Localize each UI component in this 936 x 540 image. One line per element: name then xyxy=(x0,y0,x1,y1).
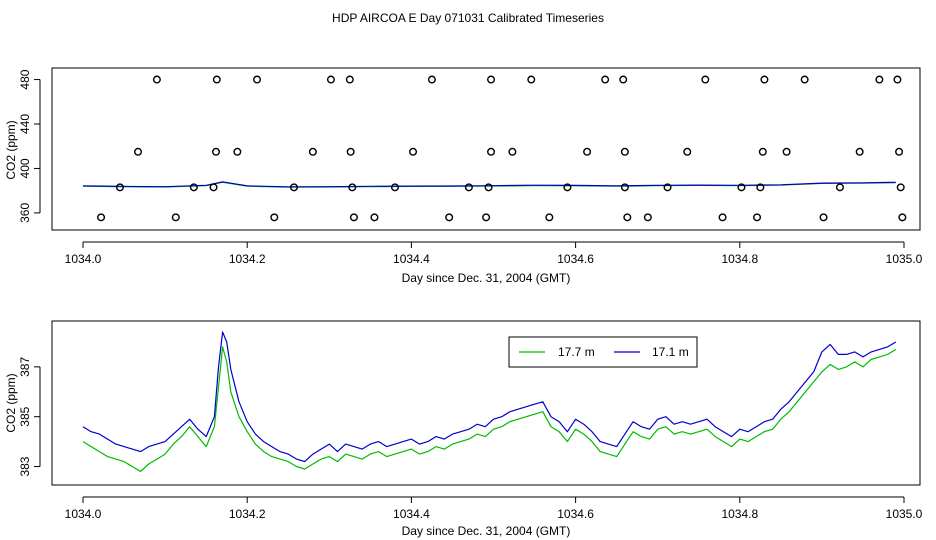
calibration-point xyxy=(427,75,436,84)
calibration-point xyxy=(753,213,762,222)
x-tick-label-top: 1034.6 xyxy=(557,252,594,266)
calibration-point xyxy=(875,75,884,84)
calibration-point xyxy=(620,147,629,156)
calibration-point xyxy=(270,213,279,222)
calibration-point xyxy=(760,75,769,84)
figure-title: HDP AIRCOA E Day 071031 Calibrated Times… xyxy=(332,11,604,25)
calibration-point xyxy=(289,183,298,192)
y-axis-label-top: CO2 (ppm) xyxy=(4,120,18,179)
calibration-point xyxy=(308,147,317,156)
legend-label-17-1m: 17.1 m xyxy=(652,345,689,359)
calibration-point xyxy=(583,147,592,156)
calibration-points xyxy=(97,75,907,222)
x-tick-label-bottom: 1035.0 xyxy=(886,507,923,521)
calibration-point xyxy=(348,183,357,192)
calibration-point xyxy=(445,213,454,222)
calibration-point xyxy=(482,213,491,222)
y-axis-label-bottom: CO2 (ppm) xyxy=(4,373,18,432)
calibration-point xyxy=(152,75,161,84)
calibration-point xyxy=(134,147,143,156)
calibration-point xyxy=(895,147,904,156)
axes-bottom: 1034.0 1034.2 1034.4 1034.6 1034.8 1035.0 383 3… xyxy=(18,357,923,521)
x-tick-label-top: 1035.0 xyxy=(886,252,923,266)
calibration-point xyxy=(758,147,767,156)
calibration-point xyxy=(349,213,358,222)
calibration-point xyxy=(212,75,221,84)
calibration-point xyxy=(835,183,844,192)
calibration-point xyxy=(370,213,379,222)
x-tick-label-bottom: 1034.6 xyxy=(557,507,594,521)
calibration-point xyxy=(189,183,198,192)
calibration-point xyxy=(663,183,672,192)
panel-bottom: 1034.0 1034.2 1034.4 1034.6 1034.8 1035.0 383 3… xyxy=(4,320,923,538)
calibration-point xyxy=(508,147,517,156)
calibration-point xyxy=(737,183,746,192)
calibration-point xyxy=(487,147,496,156)
series-line-17-1-m xyxy=(82,331,897,463)
calibration-point xyxy=(484,183,493,192)
calibration-point xyxy=(819,213,828,222)
x-tick-label-top: 1034.2 xyxy=(229,252,266,266)
calibration-point xyxy=(643,213,652,222)
calibration-point xyxy=(212,147,221,156)
x-tick-label-top: 1034.0 xyxy=(65,252,102,266)
calibration-point xyxy=(855,147,864,156)
calibration-point xyxy=(683,147,692,156)
calibration-point xyxy=(171,213,180,222)
y-tick-label-top: 400 xyxy=(18,158,32,178)
calibration-point xyxy=(409,147,418,156)
legend: 17.7 m 17.1 m xyxy=(508,336,698,368)
calibration-point xyxy=(487,75,496,84)
x-tick-label-bottom: 1034.8 xyxy=(721,507,758,521)
calibration-point xyxy=(390,183,399,192)
calibration-point xyxy=(209,183,218,192)
calibration-point xyxy=(253,75,262,84)
x-tick-label-top: 1034.4 xyxy=(393,252,430,266)
calibration-point xyxy=(623,213,632,222)
calibration-point xyxy=(601,75,610,84)
legend-label-17-7m: 17.7 m xyxy=(558,345,595,359)
calibration-point xyxy=(563,183,572,192)
calibration-point xyxy=(115,183,124,192)
series-lines-bottom xyxy=(82,331,897,473)
calibration-point xyxy=(233,147,242,156)
x-axis-label-bottom: Day since Dec. 31, 2004 (GMT) xyxy=(402,524,571,538)
calibration-point xyxy=(345,75,354,84)
calibration-point xyxy=(898,213,907,222)
plot-frame-bottom xyxy=(51,320,921,486)
calibration-point xyxy=(346,147,355,156)
calibration-point xyxy=(701,75,710,84)
calibration-point xyxy=(756,183,765,192)
x-tick-label-bottom: 1034.2 xyxy=(229,507,266,521)
x-tick-label-bottom: 1034.4 xyxy=(393,507,430,521)
x-tick-label-top: 1034.8 xyxy=(721,252,758,266)
y-tick-label-top: 440 xyxy=(18,114,32,134)
calibration-point xyxy=(718,213,727,222)
calibration-point xyxy=(893,75,902,84)
calibration-point xyxy=(800,75,809,84)
y-tick-label-bottom: 383 xyxy=(18,456,32,476)
x-tick-label-bottom: 1034.0 xyxy=(65,507,102,521)
y-tick-label-bottom: 387 xyxy=(18,357,32,377)
calibration-point xyxy=(97,213,106,222)
calibration-point xyxy=(896,183,905,192)
calibration-point xyxy=(527,75,536,84)
calibration-point xyxy=(619,75,628,84)
plot-frame-top xyxy=(51,67,921,231)
calibration-point xyxy=(464,183,473,192)
calibration-point xyxy=(326,75,335,84)
y-tick-label-bottom: 385 xyxy=(18,406,32,426)
series-line-17-7-m xyxy=(82,346,897,473)
y-tick-label-top: 360 xyxy=(18,203,32,223)
x-axis-label-top: Day since Dec. 31, 2004 (GMT) xyxy=(402,271,571,285)
calibration-point xyxy=(782,147,791,156)
y-tick-label-top: 480 xyxy=(18,69,32,89)
axes-top: 1034.0 1034.2 1034.4 1034.6 1034.8 1035.0 360 4… xyxy=(18,69,923,266)
calibration-point xyxy=(545,213,554,222)
panel-top: 1034.0 1034.2 1034.4 1034.6 1034.8 1035.0 360 4… xyxy=(4,67,923,285)
calibration-point xyxy=(620,183,629,192)
